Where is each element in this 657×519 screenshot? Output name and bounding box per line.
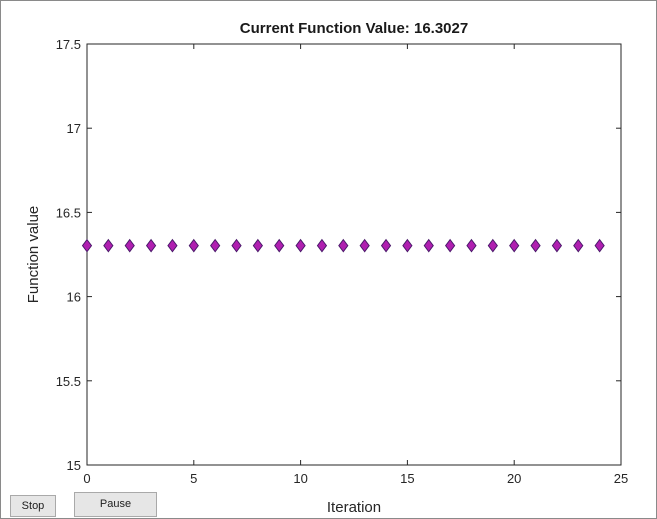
y-tick-label: 17 xyxy=(67,121,81,136)
data-point-marker xyxy=(316,238,328,253)
pause-button[interactable]: Pause xyxy=(74,492,157,517)
y-axis-label: Function value xyxy=(25,206,42,304)
x-tick-label: 10 xyxy=(293,471,307,486)
data-point-marker xyxy=(551,238,563,253)
stop-button[interactable]: Stop xyxy=(10,495,56,517)
y-tick-label: 16.5 xyxy=(56,205,81,220)
data-point-marker xyxy=(573,238,584,253)
data-point-marker xyxy=(188,238,199,253)
x-tick-label: 20 xyxy=(507,471,521,486)
x-tick-label: 25 xyxy=(614,471,628,486)
x-axis-label: Iteration xyxy=(327,499,381,516)
y-tick-label: 16 xyxy=(67,290,81,305)
data-point-marker xyxy=(423,238,434,253)
x-tick-label: 15 xyxy=(400,471,414,486)
data-point-marker xyxy=(380,238,392,253)
data-point-marker xyxy=(81,238,93,253)
data-point-marker xyxy=(295,238,306,253)
data-point-marker xyxy=(145,238,157,253)
data-point-marker xyxy=(124,238,135,253)
data-point-marker xyxy=(487,238,498,253)
data-point-marker xyxy=(402,238,413,253)
data-point-marker xyxy=(359,238,370,253)
data-point-marker xyxy=(167,238,178,253)
y-tick-label: 17.5 xyxy=(56,37,81,52)
data-point-marker xyxy=(274,238,285,253)
data-point-marker xyxy=(210,238,221,253)
data-point-marker xyxy=(103,238,114,253)
y-tick-label: 15 xyxy=(67,458,81,473)
data-point-marker xyxy=(594,238,605,253)
data-point-marker xyxy=(252,238,264,253)
data-point-marker xyxy=(466,238,477,253)
plot-axes-box xyxy=(86,43,622,466)
data-point-marker xyxy=(444,238,456,253)
data-point-marker xyxy=(530,238,541,253)
x-tick-label: 5 xyxy=(190,471,197,486)
data-point-marker xyxy=(509,238,520,253)
data-point-marker xyxy=(338,238,349,253)
y-tick-label: 15.5 xyxy=(56,374,81,389)
chart-title: Current Function Value: 16.3027 xyxy=(239,20,469,37)
data-point-marker xyxy=(231,238,242,253)
x-tick-label: 0 xyxy=(83,471,90,486)
